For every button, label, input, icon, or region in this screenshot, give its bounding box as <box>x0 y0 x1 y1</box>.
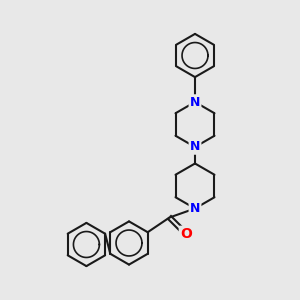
Text: O: O <box>180 227 192 241</box>
Text: N: N <box>190 140 200 154</box>
Text: N: N <box>190 202 200 215</box>
Text: N: N <box>190 95 200 109</box>
